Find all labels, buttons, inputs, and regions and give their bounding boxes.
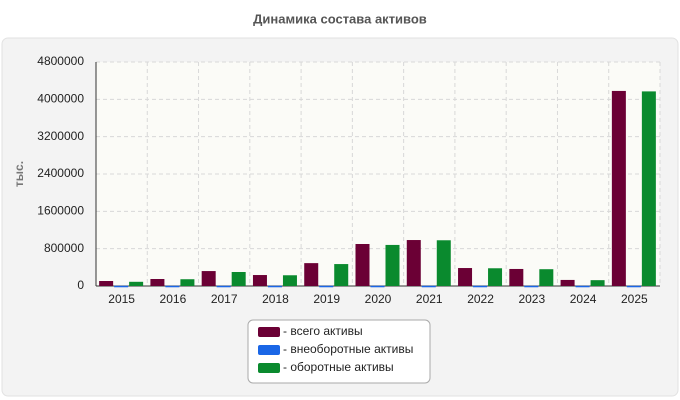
x-tick-label: 2023 <box>518 292 545 306</box>
bar <box>406 240 421 286</box>
bar <box>524 285 539 288</box>
bar <box>216 285 231 288</box>
y-tick-label: 3200000 <box>37 129 84 143</box>
x-tick-label: 2019 <box>313 292 340 306</box>
y-tick-label: 1600000 <box>37 204 84 218</box>
x-tick-label: 2018 <box>262 292 289 306</box>
y-axis-title: тыс. <box>12 161 26 187</box>
bar <box>114 285 129 288</box>
bar <box>385 244 400 286</box>
bar <box>539 269 554 286</box>
x-tick-label: 2024 <box>570 292 597 306</box>
bar <box>626 285 641 288</box>
bar <box>488 268 503 286</box>
bar <box>319 285 334 288</box>
bar <box>575 285 590 288</box>
legend-swatch <box>258 327 280 337</box>
legend-label: - оборотные активы <box>283 360 394 374</box>
bar <box>509 268 524 286</box>
x-tick-label: 2020 <box>365 292 392 306</box>
y-tick-label: 2400000 <box>37 166 84 180</box>
bar <box>641 91 656 287</box>
bar <box>473 285 488 288</box>
legend-swatch <box>258 345 280 355</box>
y-tick-label: 4000000 <box>37 92 84 106</box>
legend-label: - внеоборотные активы <box>283 342 413 356</box>
bar <box>129 281 144 286</box>
bar <box>180 279 195 286</box>
x-tick-label: 2015 <box>108 292 135 306</box>
legend <box>247 319 431 384</box>
legend-swatch <box>258 363 280 373</box>
y-tick-label: 800000 <box>44 241 84 255</box>
x-tick-label: 2022 <box>467 292 494 306</box>
bar <box>355 244 370 286</box>
y-tick-label: 4800000 <box>37 54 84 68</box>
bar <box>421 285 436 288</box>
bar <box>252 275 267 286</box>
bar <box>458 268 473 286</box>
bar <box>165 285 180 288</box>
bar <box>282 275 297 286</box>
x-tick-label: 2017 <box>211 292 238 306</box>
x-tick-label: 2025 <box>621 292 648 306</box>
x-tick-label: 2016 <box>160 292 187 306</box>
chart-title: Динамика состава активов <box>253 11 427 26</box>
bar <box>267 285 282 288</box>
bar <box>201 271 216 286</box>
bar <box>436 240 451 286</box>
bar <box>231 272 246 286</box>
bar <box>370 285 385 288</box>
legend-label: - всего активы <box>283 324 363 338</box>
bar <box>99 281 114 286</box>
bar <box>334 264 349 286</box>
y-tick-label: 0 <box>77 278 84 292</box>
bar <box>150 279 165 286</box>
bar <box>611 90 626 286</box>
bar <box>560 279 575 286</box>
x-tick-label: 2021 <box>416 292 443 306</box>
bar <box>304 263 319 286</box>
bar <box>590 280 605 286</box>
